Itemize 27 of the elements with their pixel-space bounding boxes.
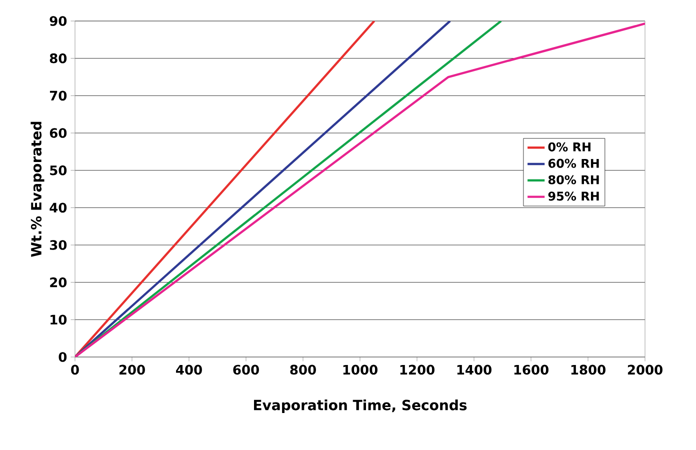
legend-label: 95% RH — [548, 192, 599, 201]
x-tick-label: 200 — [119, 364, 145, 375]
x-tick-label: 1800 — [571, 364, 606, 375]
legend-label: 0% RH — [548, 142, 590, 152]
y-tick-label: 10 — [50, 314, 67, 325]
y-tick-label: 0 — [58, 352, 67, 362]
x-tick-label: 400 — [176, 364, 202, 375]
y-tick-label: 90 — [50, 16, 67, 26]
y-axis-title: Wt.% Evaporated — [30, 122, 44, 257]
y-tick-label: 70 — [50, 90, 67, 101]
x-axis-title: Evaporation Time, Seconds — [254, 400, 467, 414]
x-tick-label: 1400 — [457, 364, 492, 375]
x-tick-label: 1000 — [343, 364, 378, 375]
y-tick-label: 20 — [50, 277, 67, 288]
legend-label: 80% RH — [548, 175, 599, 184]
x-tick-label: 1600 — [514, 364, 548, 375]
x-tick-label: 2000 — [628, 364, 662, 375]
y-tick-label: 30 — [50, 240, 67, 250]
y-tick-label: 60 — [50, 128, 67, 138]
x-tick-label: 600 — [233, 364, 259, 375]
y-tick-label: 80 — [50, 53, 67, 64]
x-tick-label: 1200 — [400, 364, 434, 375]
x-tick-label: 0 — [71, 364, 79, 375]
y-tick-label: 50 — [50, 165, 67, 176]
legend-label: 60% RH — [548, 158, 599, 168]
x-tick-label: 800 — [290, 364, 316, 375]
y-tick-label: 40 — [50, 202, 67, 213]
